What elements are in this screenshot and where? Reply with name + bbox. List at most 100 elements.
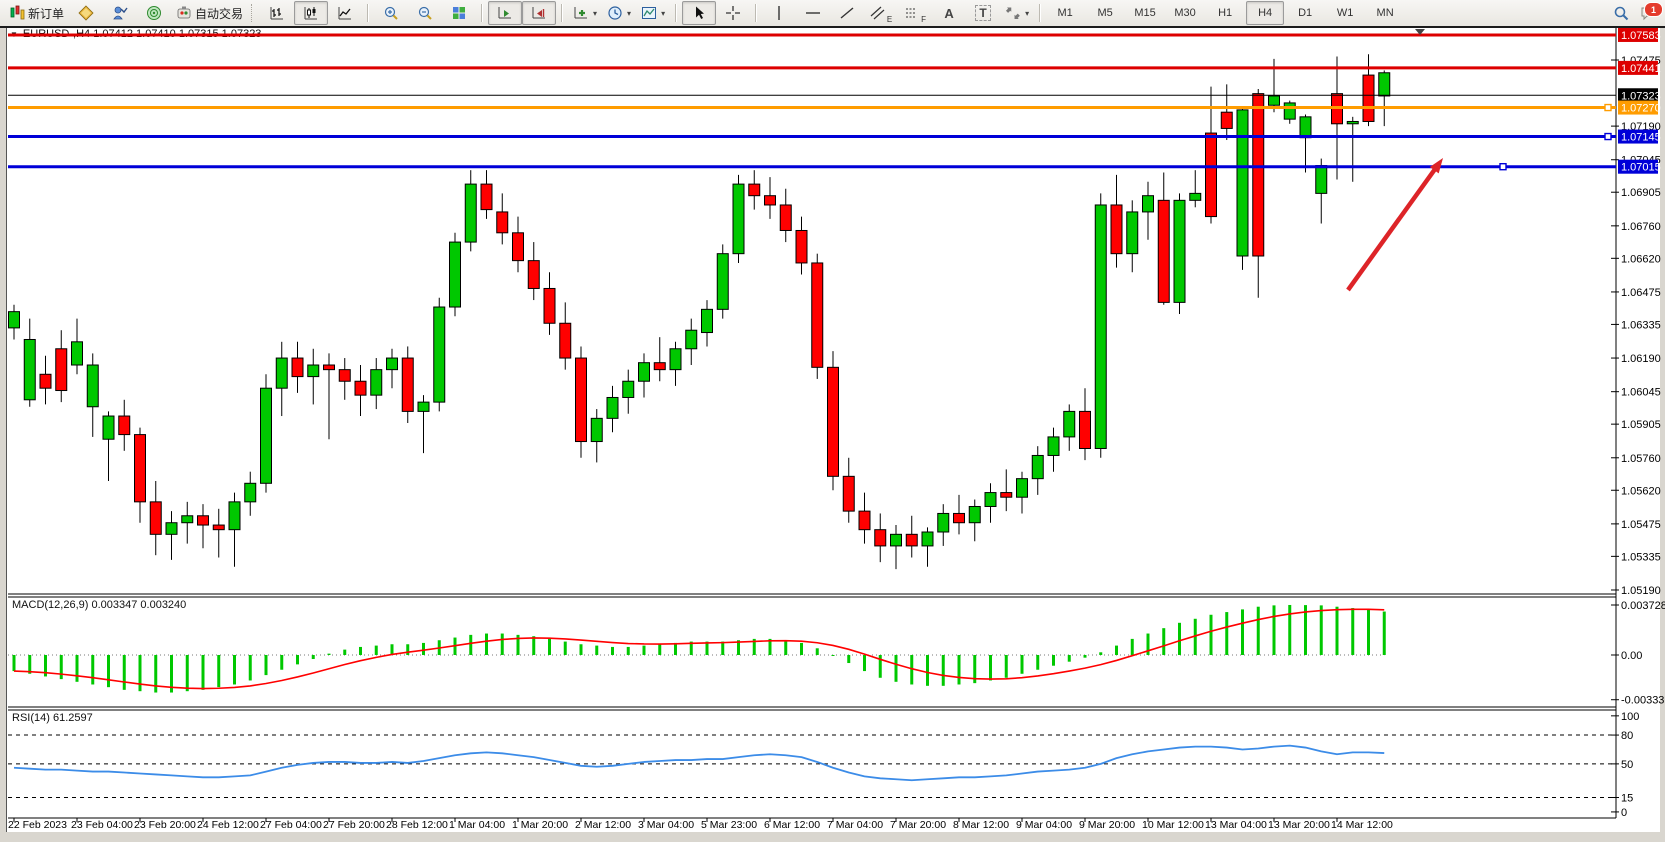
- candle-body-down: [212, 524, 225, 531]
- fibonacci-tool-button[interactable]: F: [898, 1, 932, 25]
- cursor-tool-button[interactable]: [682, 1, 717, 25]
- candle-body-down: [653, 362, 666, 371]
- macd-bar: [1115, 645, 1118, 655]
- candle: [1331, 56, 1343, 180]
- price-badge: [1618, 88, 1658, 103]
- candle: [1283, 100, 1296, 124]
- candle: [606, 385, 619, 433]
- macd-bar: [1225, 612, 1229, 655]
- autotrading-icon: [177, 6, 191, 19]
- macd-bar: [563, 641, 567, 655]
- macd-bar: [532, 636, 536, 655]
- timeframe-button-h4[interactable]: H4: [1246, 1, 1285, 25]
- candle-body-up: [1047, 436, 1060, 456]
- candle: [1094, 193, 1107, 458]
- timeframe-button-h1[interactable]: H1: [1218, 7, 1233, 19]
- candle-body-up: [1378, 72, 1391, 97]
- timeframe-button-d1[interactable]: D1: [1298, 7, 1313, 19]
- market-watch-button[interactable]: [69, 1, 103, 25]
- timeframe-group: M1 M5 M15 M30 H1 H4 D1 W1 MN: [1046, 1, 1404, 25]
- trendline-tool-button[interactable]: [830, 1, 864, 25]
- autotrading-button[interactable]: 自动交易: [171, 1, 248, 25]
- text-label-tool-button[interactable]: T: [966, 1, 1000, 25]
- candle: [23, 318, 36, 407]
- price-badge: [1618, 129, 1658, 144]
- candle: [39, 355, 52, 405]
- timeframe-button-mn[interactable]: MN: [1376, 7, 1394, 19]
- macd-bar: [878, 654, 882, 678]
- line-chart-mode-button[interactable]: [328, 1, 362, 25]
- candle: [55, 330, 68, 403]
- time-tick-label: 27 Feb 20:00: [323, 819, 385, 831]
- price-badge: [1618, 159, 1658, 174]
- candle: [433, 297, 446, 412]
- line-handle[interactable]: [1604, 103, 1612, 112]
- candle: [638, 353, 650, 398]
- candle: [968, 499, 981, 542]
- time-tick-label: 3 Mar 04:00: [638, 819, 694, 831]
- text-tool-button[interactable]: A: [932, 1, 966, 25]
- arrows-tool-button[interactable]: ▾: [1000, 1, 1034, 25]
- macd-bar: [264, 654, 268, 676]
- timeframe-button-m5[interactable]: M5: [1097, 7, 1113, 19]
- macd-bar: [642, 645, 646, 655]
- macd-bar: [311, 654, 315, 660]
- zoom-in-button[interactable]: [374, 1, 408, 25]
- channel-tool-button[interactable]: E: [864, 1, 898, 25]
- candle: [811, 253, 824, 379]
- trend-arrow-annotation[interactable]: [1346, 158, 1443, 292]
- templates-button[interactable]: ▾: [636, 1, 670, 25]
- candle: [858, 492, 871, 544]
- bar-chart-mode-button[interactable]: [260, 1, 294, 25]
- macd-bar: [800, 642, 803, 655]
- timeframe-button-m30[interactable]: M30: [1174, 7, 1196, 19]
- candle-body-down: [55, 348, 68, 392]
- data-window-button[interactable]: [103, 1, 137, 25]
- candlestick-mode-button[interactable]: [294, 1, 329, 25]
- navigator-button[interactable]: [137, 1, 171, 25]
- chart-shift-button[interactable]: [522, 1, 557, 25]
- vertical-line-tool-button[interactable]: [762, 1, 796, 25]
- chart-shift-marker[interactable]: [1415, 29, 1425, 35]
- timeframe-button-m1[interactable]: M1: [1057, 7, 1073, 19]
- auto-scroll-button[interactable]: [488, 1, 523, 25]
- timeframe-button-m15[interactable]: M15: [1134, 7, 1156, 19]
- right-scroll-strip[interactable]: [1660, 28, 1665, 832]
- crosshair-tool-button[interactable]: [716, 1, 750, 25]
- candle-body-up: [937, 512, 950, 533]
- symbol-expander-icon[interactable]: ▼: [10, 29, 18, 39]
- candle-body-up: [1031, 454, 1044, 480]
- bottom-strip: [0, 832, 1665, 842]
- search-icon[interactable]: [1613, 5, 1629, 21]
- periods-button[interactable]: ▾: [602, 1, 636, 25]
- candle-body-up: [228, 501, 241, 531]
- candle-body-down: [1110, 204, 1123, 255]
- line-handle[interactable]: [1499, 162, 1507, 171]
- chart-shift-icon: [532, 7, 546, 19]
- price-badge-label: 1.07441: [1621, 63, 1661, 75]
- macd-bar: [1178, 622, 1181, 655]
- horizontal-line-tool-button[interactable]: [796, 1, 830, 25]
- zoom-out-button[interactable]: [408, 1, 442, 25]
- candle-body-up: [921, 531, 934, 547]
- macd-bar: [374, 645, 378, 655]
- rsi-indicator-label: RSI(14) 61.2597: [12, 712, 93, 724]
- candle: [323, 353, 335, 440]
- candle: [1252, 88, 1265, 298]
- candle-body-down: [527, 260, 540, 289]
- tile-windows-button[interactable]: [442, 1, 476, 25]
- dropdown-caret-icon: ▾: [1025, 8, 1030, 18]
- macd-bar: [1304, 605, 1307, 655]
- notifications-button[interactable]: 1: [1637, 2, 1663, 24]
- candle-body-up: [1094, 204, 1107, 450]
- timeframe-button-w1[interactable]: W1: [1336, 7, 1354, 19]
- new-order-button[interactable]: 新订单: [4, 1, 69, 25]
- indicators-button[interactable]: ▾: [568, 1, 602, 25]
- candle-body-up: [890, 533, 902, 547]
- arrow-shaft: [1346, 165, 1439, 292]
- candle-body-down: [953, 512, 965, 524]
- candle-body-up: [1063, 410, 1076, 438]
- line-handle[interactable]: [1604, 132, 1612, 141]
- price-tick-label: 1.06905: [1621, 187, 1661, 199]
